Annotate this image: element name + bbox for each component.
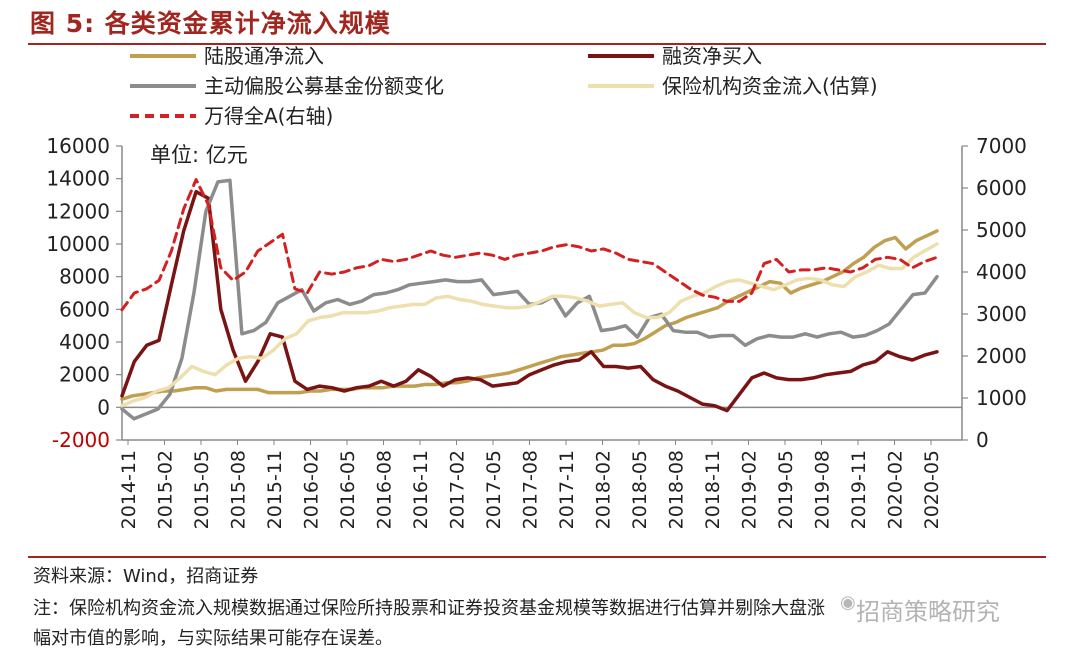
left-tick-label: 16000 [46,134,110,158]
x-tick-label: 2018-11 [702,450,724,529]
x-tick-label: 2015-05 [191,450,213,529]
note-line-2: 幅对市值的影响，与实际结果可能存在误差。 [33,628,393,649]
x-tick-label: 2017-08 [520,450,542,529]
x-tick-label: 2016-08 [374,450,396,529]
x-tick-label: 2015-08 [228,450,250,529]
x-tick-label: 2017-05 [483,450,505,529]
legend-label: 陆股通净流入 [204,44,324,68]
right-tick-label: 1000 [976,386,1027,410]
x-tick-label: 2016-05 [337,450,359,529]
series-line-1 [120,229,939,401]
x-tick-label: 2015-11 [264,450,286,529]
left-tick-label: 14000 [46,167,110,191]
watermark: 招商策略研究 [856,598,1000,626]
x-tick-label: 2019-11 [848,450,870,529]
x-tick-label: 2019-08 [812,450,834,529]
x-tick-label: 2019-05 [775,450,797,529]
footer-rule [28,556,1046,558]
left-tick-label: 6000 [59,297,110,321]
right-tick-label: 0 [976,428,989,452]
x-tick-label: 2020-05 [921,450,943,529]
x-tick-label: 2016-02 [301,450,323,529]
unit-label: 单位: 亿元 [150,143,248,167]
left-tick-label: 8000 [59,265,110,289]
right-tick-label: 2000 [976,344,1027,368]
right-tick-label: 4000 [976,260,1027,284]
right-tick-label: 5000 [976,218,1027,242]
left-tick-label: 10000 [46,232,110,256]
right-tick-label: 3000 [976,302,1027,326]
series-line-2 [120,189,939,413]
legend-label: 融资净买入 [662,44,762,68]
left-tick-label: 2000 [59,363,110,387]
x-tick-label: 2016-11 [410,450,432,529]
legend-label: 保险机构资金流入(估算) [662,74,878,98]
x-tick-label: 2018-05 [629,450,651,529]
x-tick-label: 2020-02 [885,450,907,529]
x-tick-label: 2018-02 [593,450,615,529]
x-tick-label: 2019-02 [739,450,761,529]
x-tick-label: 2014-11 [118,450,140,529]
note-line-1: 注：保险机构资金流入规模数据通过保险所持股票和证券投资基金规模等数据进行估算并剔… [33,598,825,619]
chart: -200002000400060008000100001200014000160… [46,44,1027,529]
legend-label: 万得全A(右轴) [204,104,333,128]
left-tick-label: 12000 [46,199,110,223]
series-line-3 [120,178,939,421]
x-tick-label: 2015-02 [155,450,177,529]
wechat-icon: ◉ [840,592,856,613]
series-line-4 [120,242,939,408]
left-tick-label: -2000 [52,428,110,452]
figure-title: 图 5: 各类资金累计净流入规模 [30,9,391,38]
left-tick-label: 4000 [59,330,110,354]
legend-label: 主动偏股公募基金份额变化 [204,74,444,98]
x-tick-label: 2017-11 [556,450,578,529]
left-tick-label: 0 [97,395,110,419]
right-tick-label: 6000 [976,176,1027,200]
x-tick-label: 2017-02 [447,450,469,529]
x-tick-label: 2018-08 [666,450,688,529]
source-text: 资料来源：Wind，招商证券 [33,566,259,587]
title-rule [28,43,1046,45]
series-line-5 [120,178,939,312]
right-tick-label: 7000 [976,134,1027,158]
